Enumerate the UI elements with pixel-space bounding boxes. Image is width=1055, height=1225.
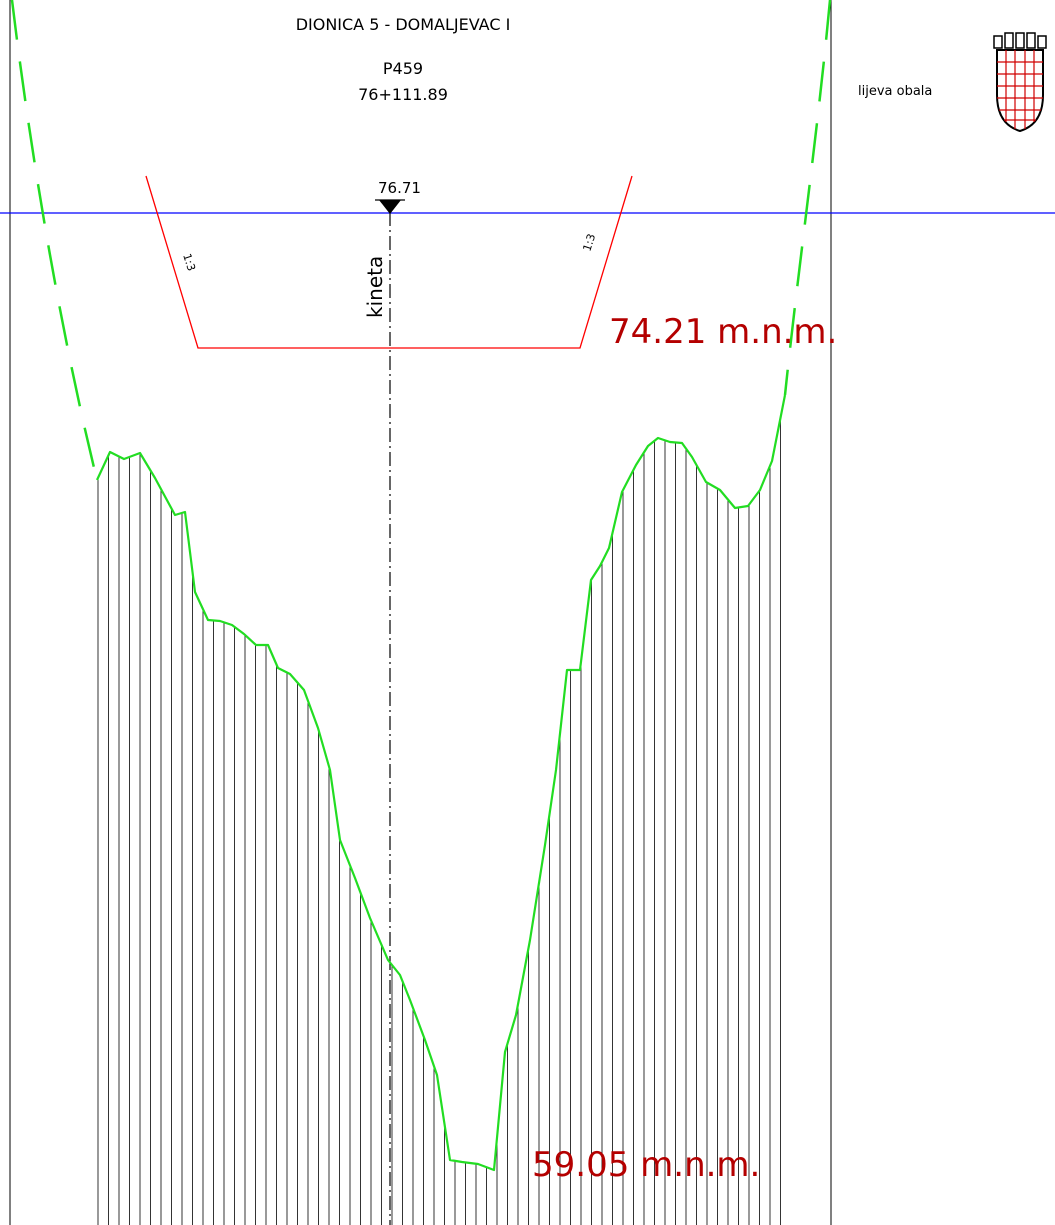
water-level-marker-icon [379,200,401,214]
water-level-value: 76.71 [378,179,421,197]
slope-label-right: 1:3 [580,232,598,253]
bank-label: lijeva obala [858,84,932,99]
section-title: DIONICA 5 - DOMALJEVAC I [296,15,511,34]
chainage: 76+111.89 [358,85,448,104]
slope-label-left: 1:3 [180,252,198,273]
channel-axis-label: kineta [363,256,387,318]
embankment-left-dashed [10,0,99,481]
design-channel-profile [145,175,633,349]
terrain-hatching [97,417,781,1225]
embankment-right-dashed [783,0,832,396]
terrain-profile [96,394,787,1172]
elevation-top-label: 74.21 m.n.m. [609,312,837,352]
croatian-coat-of-arms-icon [993,32,1047,133]
elevation-bottom-label: 59.05 m.n.m. [532,1145,760,1185]
profile-number: P459 [383,59,423,78]
